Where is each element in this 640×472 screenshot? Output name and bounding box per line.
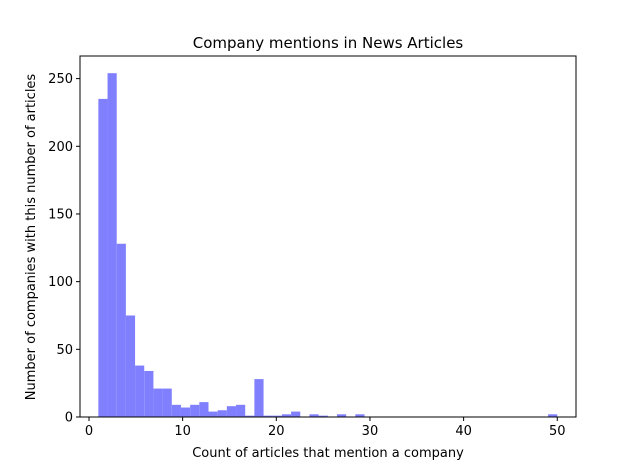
y-tick-label: 250 bbox=[48, 72, 73, 87]
y-tick-label: 100 bbox=[48, 275, 73, 290]
x-tick-label: 20 bbox=[268, 424, 285, 439]
histogram-bar bbox=[291, 411, 301, 417]
histogram-bar bbox=[135, 365, 145, 417]
y-tick-label: 150 bbox=[48, 207, 73, 222]
histogram-bar bbox=[245, 415, 255, 417]
y-axis: 0 50 100 150 200 250 bbox=[48, 72, 80, 426]
x-axis: 0 10 20 30 40 50 bbox=[85, 417, 566, 439]
y-tick-label: 50 bbox=[56, 343, 73, 358]
y-tick-label: 200 bbox=[48, 140, 73, 155]
histogram-bar bbox=[263, 415, 273, 417]
histogram-bar bbox=[236, 404, 246, 417]
histogram-bar bbox=[208, 411, 218, 417]
histogram-bar bbox=[125, 315, 136, 417]
histogram-bar bbox=[336, 414, 347, 417]
x-tick-label: 30 bbox=[362, 424, 379, 439]
x-axis-label: Count of articles that mention a company bbox=[192, 446, 464, 461]
histogram-bar bbox=[272, 415, 282, 417]
histogram-bar bbox=[199, 402, 209, 417]
x-tick-label: 50 bbox=[549, 424, 566, 439]
x-tick-label: 40 bbox=[455, 424, 472, 439]
histogram-bar bbox=[190, 404, 200, 417]
y-axis-label: Number of companies with this number of … bbox=[24, 74, 39, 401]
histogram-bar bbox=[309, 414, 319, 417]
bars-group bbox=[98, 73, 558, 417]
histogram-bar bbox=[318, 415, 328, 417]
x-tick-label: 10 bbox=[174, 424, 191, 439]
plot-frame bbox=[79, 55, 577, 418]
histogram-bar bbox=[107, 73, 117, 417]
histogram-bar bbox=[180, 407, 191, 417]
histogram-bar bbox=[281, 414, 292, 417]
histogram-bar bbox=[217, 410, 227, 417]
histogram-bar bbox=[144, 370, 154, 417]
histogram-bar bbox=[171, 404, 181, 417]
histogram-bar bbox=[254, 379, 264, 417]
histogram-bar bbox=[355, 414, 365, 417]
histogram-bar bbox=[98, 98, 108, 417]
histogram-bar bbox=[226, 406, 237, 417]
chart-title: Company mentions in News Articles bbox=[193, 34, 464, 52]
y-tick-label: 0 bbox=[65, 411, 73, 426]
histogram-bar bbox=[548, 414, 558, 417]
x-tick-label: 0 bbox=[85, 424, 93, 439]
histogram-bar bbox=[116, 243, 126, 417]
histogram-bar bbox=[162, 388, 172, 417]
histogram-bar bbox=[153, 388, 163, 417]
